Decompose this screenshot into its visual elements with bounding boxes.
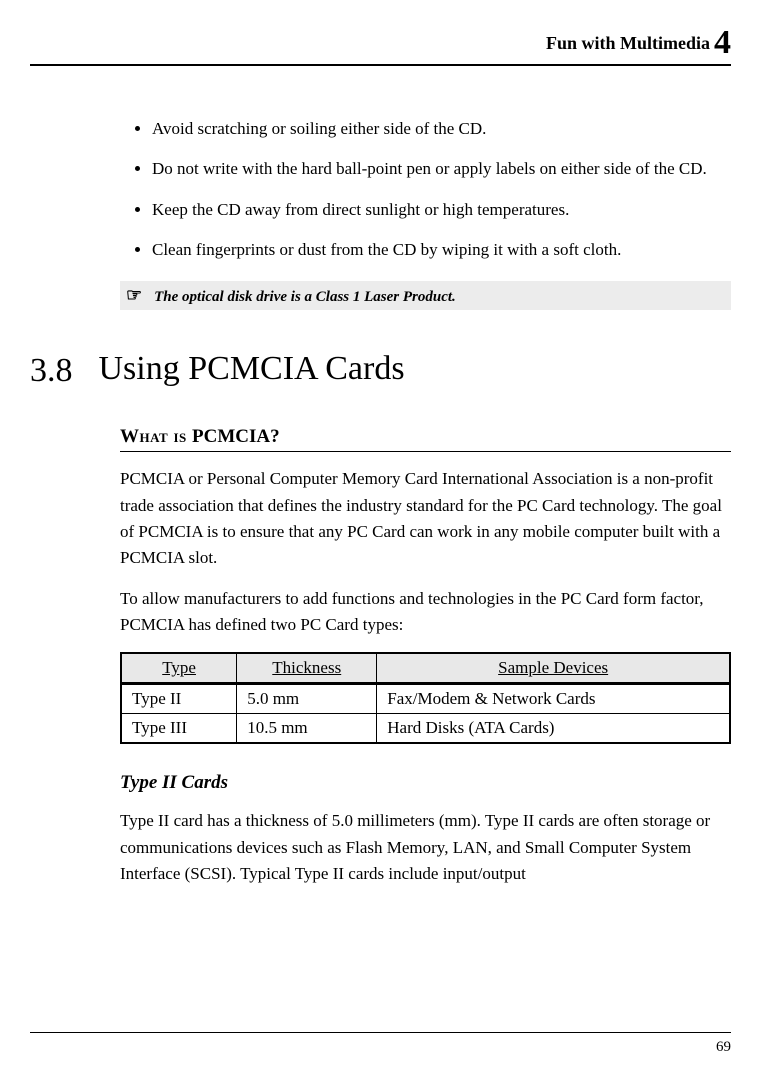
note-box: ☞ The optical disk drive is a Class 1 La… xyxy=(120,281,731,310)
table-header: Type xyxy=(121,653,237,684)
section-title: Using PCMCIA Cards xyxy=(99,350,405,388)
page-number: 69 xyxy=(716,1039,731,1055)
page-header: Fun with Multimedia 4 xyxy=(30,26,731,66)
list-item: Clean fingerprints or dust from the CD b… xyxy=(152,237,731,263)
table-cell: 10.5 mm xyxy=(237,714,377,744)
table-row: Type II 5.0 mm Fax/Modem & Network Cards xyxy=(121,684,730,714)
pc-card-types-table: Type Thickness Sample Devices Type II 5.… xyxy=(120,652,731,744)
section-number: 3.8 xyxy=(30,352,73,390)
list-item: Keep the CD away from direct sunlight or… xyxy=(152,197,731,223)
table-cell: Fax/Modem & Network Cards xyxy=(377,684,730,714)
list-item: Avoid scratching or soiling either side … xyxy=(152,116,731,142)
note-text: The optical disk drive is a Class 1 Lase… xyxy=(154,289,456,305)
page: Fun with Multimedia 4 Avoid scratching o… xyxy=(0,0,761,1076)
table-cell: Type II xyxy=(121,684,237,714)
paragraph: PCMCIA or Personal Computer Memory Card … xyxy=(120,466,731,571)
table-header-row: Type Thickness Sample Devices xyxy=(121,653,730,684)
page-content: Avoid scratching or soiling either side … xyxy=(120,116,731,887)
section-heading: 3.8 Using PCMCIA Cards xyxy=(30,350,731,390)
table-row: Type III 10.5 mm Hard Disks (ATA Cards) xyxy=(121,714,730,744)
sub-heading: Type II Cards xyxy=(120,772,731,794)
chapter-title: Fun with Multimedia xyxy=(546,33,710,53)
paragraph: To allow manufacturers to add functions … xyxy=(120,586,731,639)
table-cell: 5.0 mm xyxy=(237,684,377,714)
table-header: Thickness xyxy=(237,653,377,684)
pointing-hand-icon: ☞ xyxy=(126,285,142,305)
cd-care-list: Avoid scratching or soiling either side … xyxy=(120,116,731,263)
table-header: Sample Devices xyxy=(377,653,730,684)
table-cell: Type III xyxy=(121,714,237,744)
paragraph: Type II card has a thickness of 5.0 mill… xyxy=(120,808,731,887)
page-footer: 69 xyxy=(30,1032,731,1056)
subsection-prefix: What is xyxy=(120,426,192,447)
table-cell: Hard Disks (ATA Cards) xyxy=(377,714,730,744)
subsection-heading: What is PCMCIA? xyxy=(120,426,731,452)
chapter-number: 4 xyxy=(714,24,731,61)
list-item: Do not write with the hard ball-point pe… xyxy=(152,156,731,182)
subsection-term: PCMCIA? xyxy=(192,426,280,447)
